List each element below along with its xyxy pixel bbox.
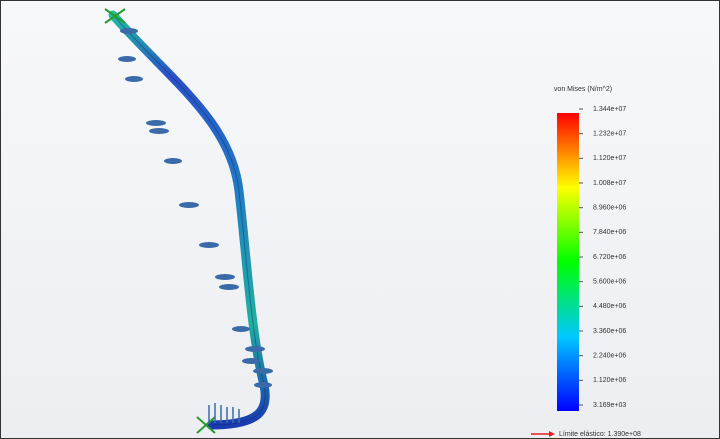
legend-label: 1.120e+07 [593,155,626,162]
legend-label: 8.960e+06 [593,205,626,212]
load-arrows [118,28,273,388]
limit-label: Límite elástico: 1.390e+08 [559,431,641,438]
legend-label: 4.480e+06 [593,303,626,310]
legend-label: 1.120e+06 [593,377,626,384]
legend-label: 6.720e+06 [593,254,626,261]
color-bar [557,113,579,411]
legend-title: von Mises (N/m^2) [554,86,612,93]
legend-labels: 1.344e+07 1.232e+07 1.120e+07 1.008e+07 8.96… [579,106,626,409]
legend-label: 2.240e+06 [593,353,626,360]
legend-label: 1.008e+07 [593,180,626,187]
legend-label: 7.840e+06 [593,229,626,236]
limit-arrow-head [549,431,555,437]
scene: von Mises (N/m^2) 1.344e+07 1.232e+07 1.12… [1,1,719,438]
viewport: von Mises (N/m^2) 1.344e+07 1.232e+07 1.12… [0,0,720,439]
legend-label: 3.169e+03 [593,402,626,409]
legend-label: 3.360e+06 [593,328,626,335]
fixture [105,9,215,433]
legend-label: 5.600e+06 [593,279,626,286]
legend-label: 1.344e+07 [593,106,626,113]
legend-label: 1.232e+07 [593,131,626,138]
